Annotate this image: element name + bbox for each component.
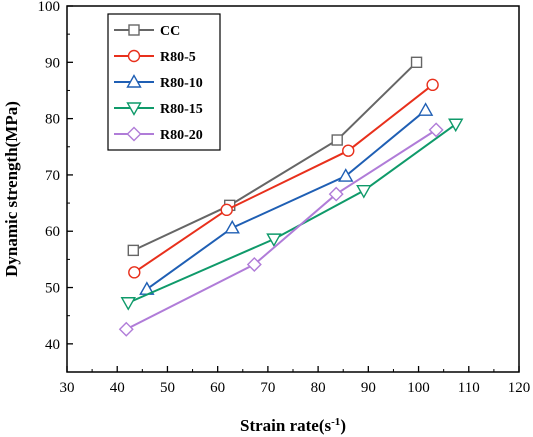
y-tick-label: 70 [45,168,60,184]
legend-item: R80-5 [114,49,196,65]
legend-label: R80-10 [160,76,203,91]
data-point [127,244,139,257]
legend-item: R80-10 [114,74,203,91]
data-point [356,184,372,199]
legend-label: R80-5 [160,50,196,65]
y-tick-label: 90 [45,55,60,71]
x-tick-label: 110 [458,380,480,396]
legend-label: CC [160,24,180,39]
legend-label: R80-20 [160,128,203,143]
x-tick-label: 50 [160,380,175,396]
data-point [342,144,355,157]
data-point [428,122,444,138]
legend-item: R80-20 [114,126,203,143]
data-point [410,56,423,69]
data-point [220,203,233,217]
series-r80-20 [118,122,444,337]
series-line [132,61,418,252]
legend-item: R80-15 [114,102,203,117]
x-tick-label: 30 [60,380,75,396]
series-r80-10 [139,102,434,295]
data-point [338,168,354,182]
y-tick-label: 60 [45,224,60,240]
y-tick-label: 50 [45,281,60,297]
legend-label: R80-15 [160,102,203,117]
axes: 30 40 50 60 70 80 90 100 110 120 40 50 60 70 80 90 100 [38,0,531,396]
legend-marker [126,126,142,142]
y-tick-label: 80 [45,112,60,128]
data-point [224,219,240,234]
x-tick-label: 100 [407,380,430,396]
legend-marker [128,24,140,36]
data-point [448,118,464,133]
x-tick-label: 90 [361,380,376,396]
series-layer [118,56,464,337]
data-point [120,297,136,311]
series-line [146,109,427,291]
series-line [125,129,437,331]
y-tick-label: 40 [45,337,60,353]
x-tick-label: 120 [508,380,531,396]
data-point [118,321,134,337]
legend-item: CC [114,24,180,39]
legend-marker [126,102,142,116]
series-r80-15 [120,118,464,311]
data-point [328,186,344,202]
x-tick-label: 70 [260,380,275,396]
data-point [128,266,141,279]
x-axis-title: Strain rate(s-1) [240,416,346,435]
legend-marker [127,49,141,63]
legend: CC R80-5 R80-10 R80-15 R80-20 [107,13,221,151]
x-tick-label: 60 [210,380,225,396]
y-axis-title: Dynamic strength(MPa) [2,101,21,277]
y-tick-label: 100 [38,0,61,15]
series-line [127,123,457,304]
x-tick-label: 40 [110,380,125,396]
legend-marker [126,74,142,88]
series-line [133,84,434,274]
data-point [246,256,262,272]
data-point [331,134,343,146]
data-point [426,78,439,92]
data-point [266,233,282,248]
x-tick-label: 80 [311,380,326,396]
data-point [417,102,434,116]
series-r80-5 [128,78,439,279]
